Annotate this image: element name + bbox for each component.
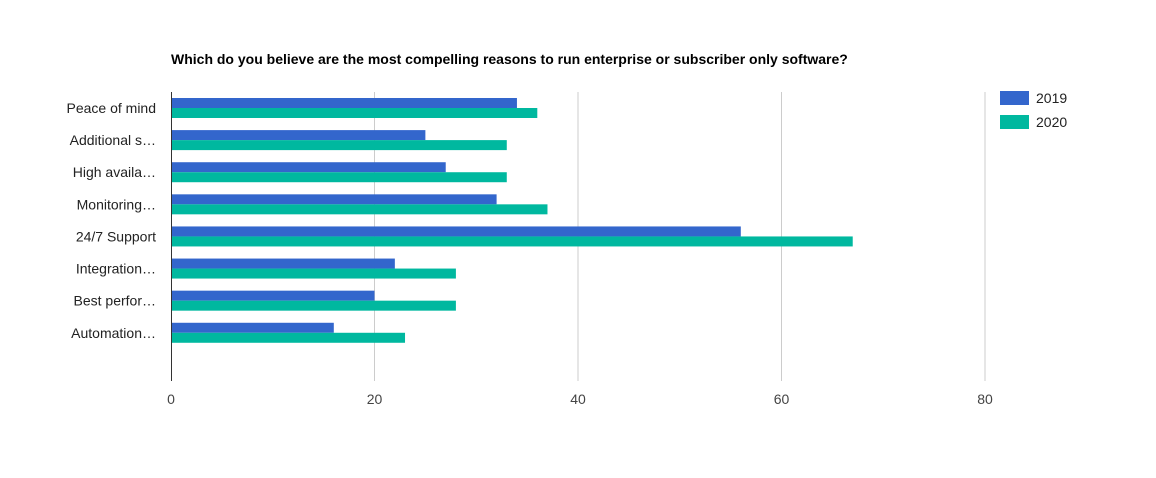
x-tick-label: 40 [570,391,586,407]
bar-2019-7 [171,322,334,333]
bar-2019-1 [171,130,426,141]
tick-labels: 0 20 40 60 80 [167,391,993,407]
category-label: Peace of mind [67,100,157,116]
bar-2019-4 [171,226,741,237]
bar-2019-0 [171,98,517,108]
category-label: High availa… [73,164,156,180]
legend-label-2019: 2019 [1036,90,1067,106]
bar-2019-5 [171,258,395,269]
bar-2019-6 [171,290,375,301]
legend: 2019 2020 [1000,90,1067,130]
bar-2020-2 [171,172,507,183]
category-label: Automation… [71,325,156,341]
category-label: Integration… [76,261,156,277]
category-labels: Peace of mind Additional s… High availa… Mo… [67,100,157,341]
bar-2020-6 [171,300,456,311]
category-label: Additional s… [70,132,156,148]
x-tick-label: 80 [977,391,993,407]
bar-2020-7 [171,332,406,343]
category-label: Best perfor… [74,293,156,309]
bar-2020-4 [171,236,853,247]
legend-label-2020: 2020 [1036,114,1067,130]
x-tick-label: 20 [367,391,383,407]
legend-swatch-2020 [1000,115,1029,129]
x-tick-label: 0 [167,391,175,407]
bar-2020-0 [171,108,538,118]
chart-title: Which do you believe are the most compel… [171,51,848,67]
bar-2019-2 [171,162,446,173]
legend-swatch-2019 [1000,91,1029,105]
bar-2019-3 [171,194,497,205]
bar-2020-5 [171,268,456,279]
bar-2020-3 [171,204,548,215]
bars [171,98,853,343]
category-label: Monitoring… [77,196,156,212]
bar-2020-1 [171,140,507,151]
x-tick-label: 60 [774,391,790,407]
category-label: 24/7 Support [76,228,156,244]
